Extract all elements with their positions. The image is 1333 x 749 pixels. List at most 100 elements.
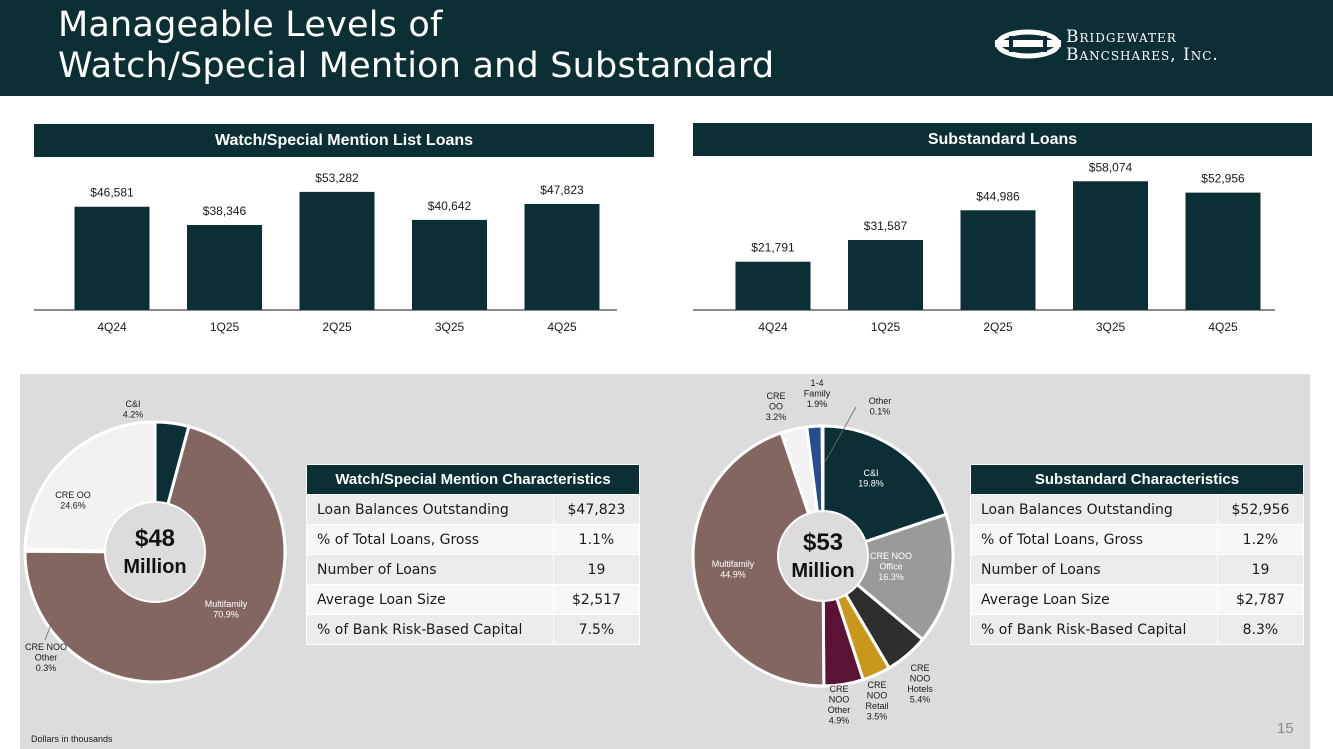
row-value: 19	[552, 554, 641, 585]
slice-label: 1-4	[810, 378, 823, 388]
bar-value-label: $47,823	[540, 183, 584, 197]
table-row: Number of Loans 19	[970, 554, 1305, 585]
bar	[848, 239, 923, 310]
slice-label: CRE OO	[55, 490, 91, 500]
bar	[735, 261, 811, 310]
row-value: $47,823	[552, 494, 641, 525]
slice-label: 0.3%	[36, 663, 57, 673]
substandard-bar-chart: $21,791 4Q24 $31,587 1Q25 $44,986 2Q25 $58,074…	[693, 160, 1275, 334]
pie-center	[104, 501, 206, 603]
bridge-logo-icon	[995, 29, 1061, 59]
leader-line	[824, 406, 857, 463]
row-label: Average Loan Size	[306, 584, 554, 615]
slice-label: Multifamily	[712, 559, 755, 569]
leader-line	[44, 569, 73, 641]
row-value: $2,517	[552, 584, 641, 615]
slice-label: Other	[35, 653, 58, 663]
bar	[187, 224, 262, 310]
slice-label: 19.8%	[858, 479, 884, 489]
slice-label: 1.9%	[807, 399, 828, 409]
watch-chart-header: Watch/Special Mention List Loans	[34, 124, 654, 157]
bar-value-label: $38,346	[203, 204, 247, 218]
x-tick-label: 1Q25	[210, 320, 240, 334]
bar	[1073, 181, 1148, 310]
logo-line-2: Bancshares, Inc.	[1066, 45, 1219, 65]
watch-bar-chart: $46,581 4Q24 $38,346 1Q25 $53,282 2Q25 $40,642…	[34, 171, 617, 334]
row-label: Number of Loans	[306, 554, 554, 585]
x-tick-label: 4Q24	[97, 320, 127, 334]
x-tick-label: 4Q25	[547, 320, 577, 334]
x-tick-label: 4Q25	[1208, 320, 1238, 334]
slice-label: 4.2%	[123, 410, 144, 420]
slice-label: NOO	[867, 691, 888, 701]
footnote: Dollars in thousands	[31, 734, 113, 744]
bar-value-label: $21,791	[751, 241, 795, 255]
slice-label: CRE	[910, 663, 929, 673]
substandard-characteristics-table: Substandard Characteristics Loan Balance…	[970, 464, 1305, 645]
table-row: Loan Balances Outstanding $47,823	[306, 494, 641, 525]
row-label: % of Bank Risk-Based Capital	[306, 614, 554, 645]
center-unit: Million	[123, 556, 186, 578]
sub-table-title: Substandard Characteristics	[970, 464, 1304, 495]
table-row: Average Loan Size $2,517	[306, 584, 641, 615]
bar	[1185, 192, 1261, 310]
slice-label: CRE NOO	[25, 642, 67, 652]
title-line-2: Watch/Special Mention and Substandard	[58, 46, 775, 86]
center-value: $48	[135, 525, 175, 552]
page-title: Manageable Levels of Watch/Special Menti…	[58, 5, 918, 87]
slice-label: CRE	[867, 680, 886, 690]
bar-value-label: $40,642	[428, 199, 472, 213]
row-label: Loan Balances Outstanding	[970, 494, 1218, 525]
logo-text: Bridgewater Bancshares, Inc.	[1066, 28, 1219, 64]
slice-label: CRE NOO	[870, 551, 912, 561]
bar	[524, 203, 600, 310]
center-unit: Million	[791, 560, 854, 582]
slice-label: C&I	[863, 468, 878, 478]
table-row: % of Bank Risk-Based Capital 8.3%	[970, 614, 1305, 645]
x-tick-label: 4Q24	[758, 320, 788, 334]
slide-header: Manageable Levels of Watch/Special Menti…	[0, 0, 1333, 96]
bar	[299, 191, 375, 310]
slice-label: 0.1%	[870, 407, 891, 417]
slice-label: CRE	[829, 684, 848, 694]
row-value: $52,956	[1216, 494, 1305, 525]
row-value: 7.5%	[552, 614, 641, 645]
watch-table-title: Watch/Special Mention Characteristics	[306, 464, 640, 495]
row-label: Average Loan Size	[970, 584, 1218, 615]
bar-value-label: $53,282	[315, 171, 359, 185]
slice-label: OO	[769, 402, 783, 412]
title-line-1: Manageable Levels of	[58, 5, 443, 45]
x-tick-label: 2Q25	[983, 320, 1013, 334]
slice-label: 3.2%	[766, 412, 787, 422]
x-tick-label: 3Q25	[1096, 320, 1126, 334]
pie-center	[777, 510, 869, 602]
bar	[960, 210, 1036, 310]
table-row: Number of Loans 19	[306, 554, 641, 585]
row-value: 1.2%	[1216, 524, 1305, 555]
bar-value-label: $31,587	[864, 219, 908, 233]
logo-line-1: Bridgewater	[1066, 27, 1177, 47]
slice-label: Family	[804, 389, 831, 399]
page-number: 15	[1277, 720, 1294, 737]
center-value: $53	[803, 529, 843, 556]
row-value: 19	[1216, 554, 1305, 585]
slice-label: Office	[879, 562, 902, 572]
row-label: % of Bank Risk-Based Capital	[970, 614, 1218, 645]
slice-label: 24.6%	[60, 501, 86, 511]
bar-value-label: $46,581	[90, 186, 134, 200]
slice-label: 70.9%	[213, 610, 239, 620]
substandard-chart-header: Substandard Loans	[693, 123, 1312, 156]
bar	[74, 206, 150, 310]
slice-label: 16.3%	[878, 572, 904, 582]
row-value: 1.1%	[552, 524, 641, 555]
table-row: % of Total Loans, Gross 1.2%	[970, 524, 1305, 555]
slice-label: NOO	[829, 695, 850, 705]
slice-label: Other	[869, 396, 892, 406]
watch-characteristics-table: Watch/Special Mention Characteristics Lo…	[306, 464, 641, 645]
pie-slice	[820, 424, 825, 557]
x-tick-label: 2Q25	[322, 320, 352, 334]
x-tick-label: 1Q25	[871, 320, 901, 334]
row-label: Number of Loans	[970, 554, 1218, 585]
slice-label: Hotels	[907, 684, 933, 694]
